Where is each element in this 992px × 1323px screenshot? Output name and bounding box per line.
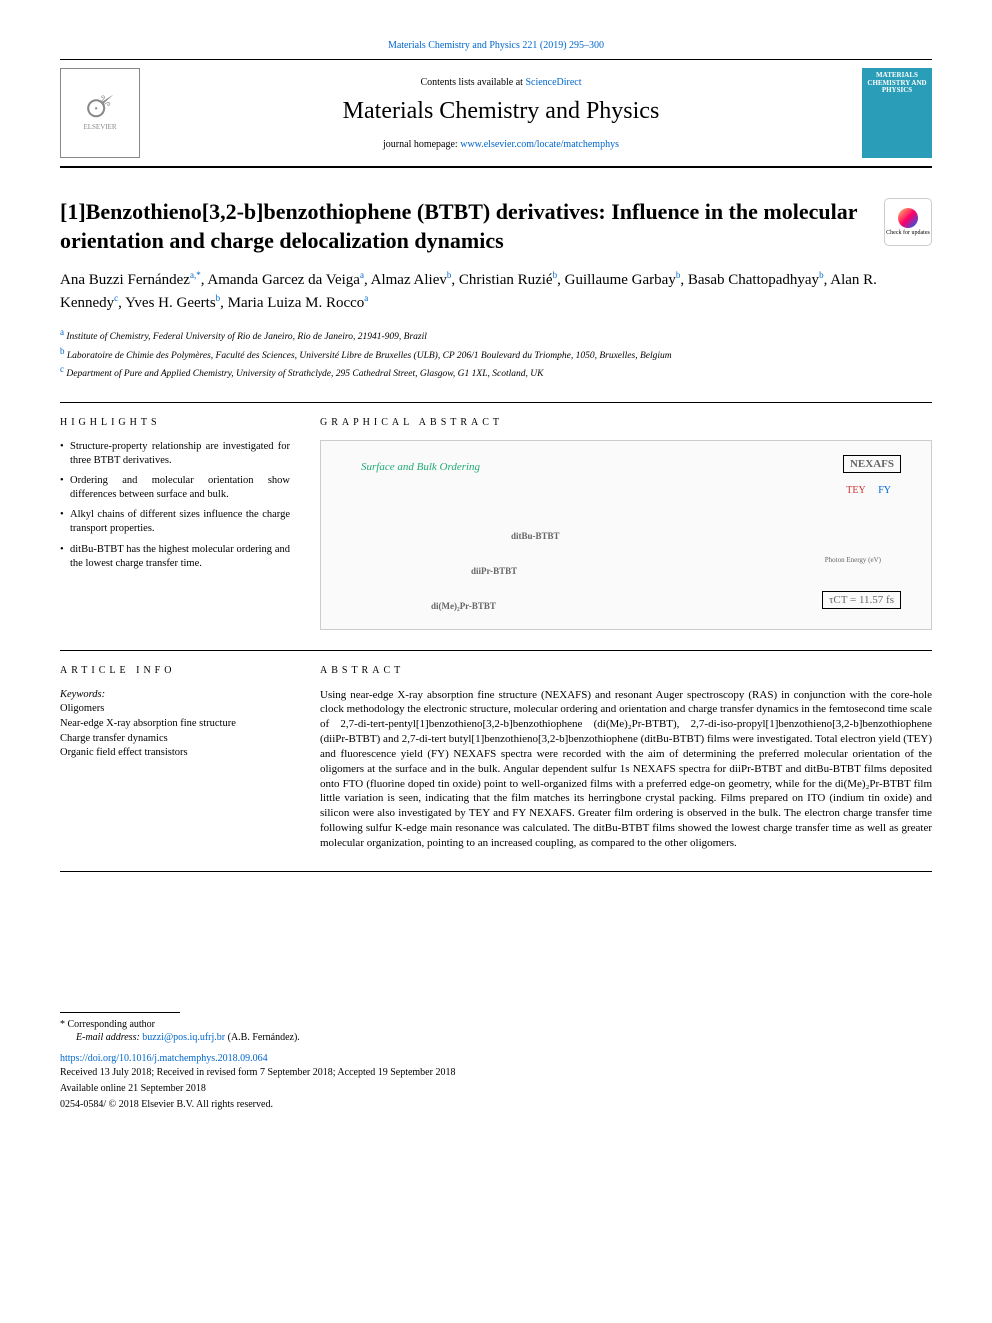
elsevier-tree-icon: 🜚: [86, 95, 114, 123]
doi-line: https://doi.org/10.1016/j.matchemphys.20…: [60, 1053, 932, 1064]
affiliations: a Institute of Chemistry, Federal Univer…: [60, 326, 932, 381]
ga-tau-box: τCT = 11.57 fs: [822, 591, 901, 609]
check-updates-badge[interactable]: Check for updates: [884, 198, 932, 246]
highlights-label: HIGHLIGHTS: [60, 417, 290, 428]
abstract-text: Using near-edge X-ray absorption fine st…: [320, 688, 932, 851]
ga-mol-1: ditBu-BTBT: [511, 531, 560, 541]
online-line: Available online 21 September 2018: [60, 1082, 932, 1096]
crossmark-icon: [898, 208, 918, 228]
authors-list: Ana Buzzi Fernándeza,*, Amanda Garcez da…: [60, 269, 932, 314]
email-line: E-mail address: buzzi@pos.iq.ufrj.br (A.…: [76, 1032, 932, 1043]
homepage-line: journal homepage: www.elsevier.com/locat…: [140, 139, 862, 150]
contents-line: Contents lists available at ScienceDirec…: [140, 77, 862, 88]
sciencedirect-link[interactable]: ScienceDirect: [525, 77, 581, 88]
separator: [60, 650, 932, 651]
keyword: Organic field effect transistors: [60, 746, 290, 761]
homepage-link[interactable]: www.elsevier.com/locate/matchemphys: [460, 139, 619, 150]
keywords-label: Keywords:: [60, 688, 290, 703]
citation-link[interactable]: Materials Chemistry and Physics 221 (201…: [388, 40, 604, 51]
ga-xaxis: Photon Energy (eV): [825, 556, 881, 564]
journal-name: Materials Chemistry and Physics: [140, 98, 862, 125]
doi-link[interactable]: https://doi.org/10.1016/j.matchemphys.20…: [60, 1053, 268, 1064]
masthead: 🜚 ELSEVIER Contents lists available at S…: [60, 59, 932, 168]
separator: [60, 871, 932, 872]
footnote-rule: [60, 1012, 180, 1013]
article-info-block: Keywords: OligomersNear-edge X-ray absor…: [60, 688, 290, 761]
elsevier-logo: 🜚 ELSEVIER: [60, 68, 140, 158]
highlight-item: Ordering and molecular orientation show …: [60, 474, 290, 502]
affiliation: a Institute of Chemistry, Federal Univer…: [60, 326, 932, 344]
journal-cover-thumbnail: MATERIALS CHEMISTRY AND PHYSICS: [862, 68, 932, 158]
keyword: Charge transfer dynamics: [60, 732, 290, 747]
email-link[interactable]: buzzi@pos.iq.ufrj.br: [142, 1032, 225, 1043]
footer: * Corresponding author E-mail address: b…: [60, 1012, 932, 1112]
graphical-abstract-label: GRAPHICAL ABSTRACT: [320, 417, 932, 428]
highlight-item: ditBu-BTBT has the highest molecular ord…: [60, 543, 290, 571]
ga-tey-fy: TEY FY: [846, 485, 891, 496]
affiliation: c Department of Pure and Applied Chemist…: [60, 363, 932, 381]
graphical-abstract-image: Surface and Bulk Ordering ditBu-BTBT dii…: [320, 440, 932, 630]
received-line: Received 13 July 2018; Received in revis…: [60, 1066, 932, 1080]
article-info-label: ARTICLE INFO: [60, 665, 290, 676]
ga-mol-2: diiPr-BTBT: [471, 566, 517, 576]
ga-nexafs-box: NEXAFS: [843, 455, 901, 473]
keyword: Oligomers: [60, 702, 290, 717]
abstract-label: ABSTRACT: [320, 665, 932, 676]
keyword: Near-edge X-ray absorption fine structur…: [60, 717, 290, 732]
highlight-item: Structure-property relationship are inve…: [60, 440, 290, 468]
ga-ordering-arrow: Surface and Bulk Ordering: [361, 461, 480, 473]
article-title: [1]Benzothieno[3,2-b]benzothiophene (BTB…: [60, 198, 864, 255]
ga-mol-3: di(Me)₂Pr-BTBT: [431, 601, 496, 611]
copyright-line: 0254-0584/ © 2018 Elsevier B.V. All righ…: [60, 1098, 932, 1112]
citation-header: Materials Chemistry and Physics 221 (201…: [60, 40, 932, 51]
corresponding-author: * Corresponding author: [60, 1019, 932, 1030]
highlights-block: Structure-property relationship are inve…: [60, 440, 290, 571]
masthead-center: Contents lists available at ScienceDirec…: [140, 77, 862, 150]
affiliation: b Laboratoire de Chimie des Polymères, F…: [60, 345, 932, 363]
separator: [60, 402, 932, 403]
elsevier-text: ELSEVIER: [83, 123, 116, 131]
highlight-item: Alkyl chains of different sizes influenc…: [60, 508, 290, 536]
